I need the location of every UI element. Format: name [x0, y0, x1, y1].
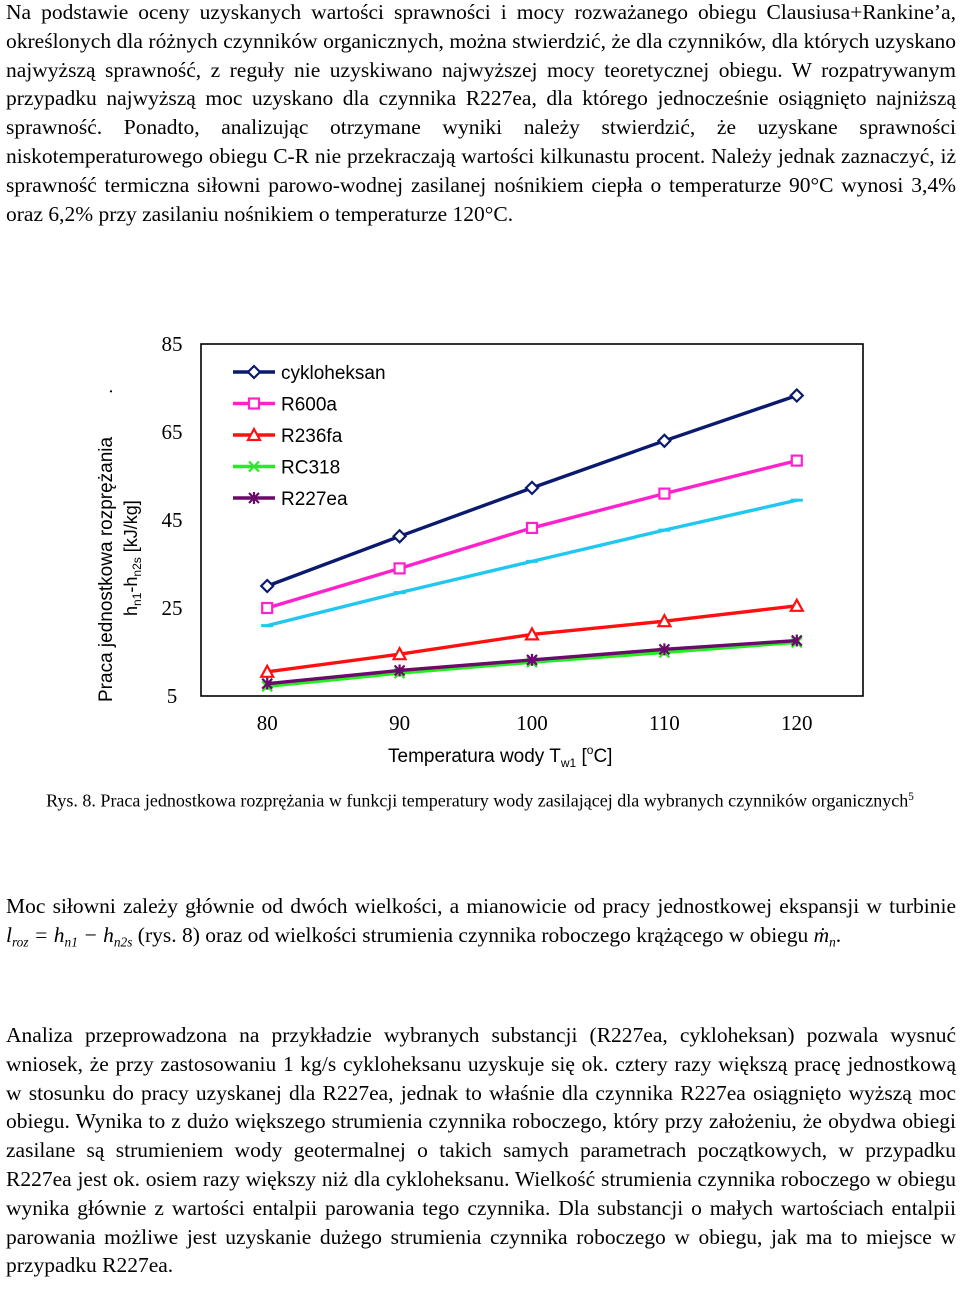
legend: cykloheksan R600a R236fa RC318 R227ea: [233, 363, 386, 510]
formula-l-roz: lroz = hn1 − hn2s: [6, 922, 133, 950]
point-marker-triangle: [656, 612, 673, 628]
point-marker-star: [526, 653, 538, 666]
point-marker-triangle: [259, 663, 276, 678]
point-marker-square: [525, 521, 539, 535]
series-R600a: [261, 454, 803, 615]
x-tick-label: 100: [516, 711, 548, 735]
y-axis-label-dot: .: [96, 389, 117, 394]
point-marker-diamond: [259, 578, 275, 594]
point-marker-triangle: [524, 626, 540, 641]
point-marker-triangle: [246, 426, 262, 442]
legend-label: R227ea: [281, 489, 348, 510]
y-tick-label: 25: [162, 596, 183, 620]
point-marker-star: [658, 643, 671, 656]
y-tick-label: 45: [162, 508, 183, 532]
point-marker-square: [393, 562, 406, 575]
paragraph-2-text-after: .: [835, 922, 842, 947]
y-tick-label: 85: [162, 332, 183, 356]
point-marker-square: [790, 454, 803, 467]
point-marker-square: [658, 487, 671, 500]
caption-text: Rys. 8. Praca jednostkowa rozprężania w …: [46, 790, 909, 811]
paragraph-2-text-before: Moc siłowni zależy głównie od dwóch wiel…: [6, 894, 956, 918]
point-marker-triangle: [391, 645, 408, 661]
formula-m-dot: ṁn: [813, 922, 836, 950]
caption-footnote-mark: 5: [908, 791, 914, 803]
paragraph-2: Moc siłowni zależy głównie od dwóch wiel…: [6, 892, 956, 957]
legend-label: RC318: [281, 458, 340, 479]
series-R227ea: [261, 634, 803, 690]
point-marker-square: [247, 397, 261, 410]
x-tick-labels: 80 90 100 110 120: [257, 711, 813, 735]
legend-label: R600a: [281, 395, 337, 416]
x-axis-label: Temperatura wody Tw1 [oC]: [388, 743, 612, 770]
point-marker-star: [248, 492, 260, 504]
y-tick-labels: 85 65 45 25 5: [162, 332, 183, 708]
legend-entry: RC318: [233, 458, 340, 479]
y-axis-label-line2: hn1-hn2s [kJ/kg]: [121, 500, 144, 616]
point-marker-diamond: [246, 364, 262, 380]
paragraph-1: Na podstawie oceny uzyskanych wartości s…: [6, 0, 956, 226]
point-marker-square: [261, 601, 274, 615]
point-marker-diamond: [789, 387, 805, 404]
paragraph-2-text-middle: (rys. 8) oraz od wielkości strumienia cz…: [132, 922, 814, 947]
x-tick-label: 80: [257, 711, 278, 735]
figure-caption: Rys. 8. Praca jednostkowa rozprężania w …: [30, 786, 930, 812]
legend-entry: R600a: [233, 395, 337, 416]
chart-svg: 85 65 45 25 5 80 90 100 110 120 cykloheksan R600a…: [96, 332, 864, 770]
point-marker-x: [248, 460, 260, 473]
paragraph-3: Analiza przeprowadzona na przykładzie wy…: [6, 1023, 956, 1278]
series-cykloheksan: [259, 387, 805, 594]
legend-entry: R227ea: [233, 489, 348, 510]
legend-label: R236fa: [281, 426, 343, 447]
series-R236fa: [259, 597, 805, 678]
point-marker-star: [791, 634, 803, 647]
legend-entry: cykloheksan: [233, 363, 386, 384]
series-unnamed: [261, 498, 803, 628]
point-marker-diamond: [392, 528, 408, 544]
point-marker-star: [261, 677, 273, 690]
y-tick-label: 65: [162, 420, 183, 444]
x-tick-label: 120: [781, 711, 813, 735]
point-marker-triangle: [788, 597, 805, 612]
series-layer: [259, 387, 805, 693]
point-marker-star: [393, 664, 406, 677]
x-tick-label: 90: [389, 711, 410, 735]
point-marker-diamond: [656, 433, 672, 449]
point-marker-diamond: [524, 480, 540, 496]
x-tick-label: 110: [649, 711, 680, 735]
y-axis-label-line1: Praca jednostkowa rozprężania: [96, 436, 117, 702]
chart: 85 65 45 25 5 80 90 100 110 120 cykloheksan R600a…: [0, 320, 960, 780]
legend-label: cykloheksan: [281, 363, 386, 384]
y-tick-label: 5: [167, 684, 178, 708]
legend-entry: R236fa: [233, 426, 343, 447]
